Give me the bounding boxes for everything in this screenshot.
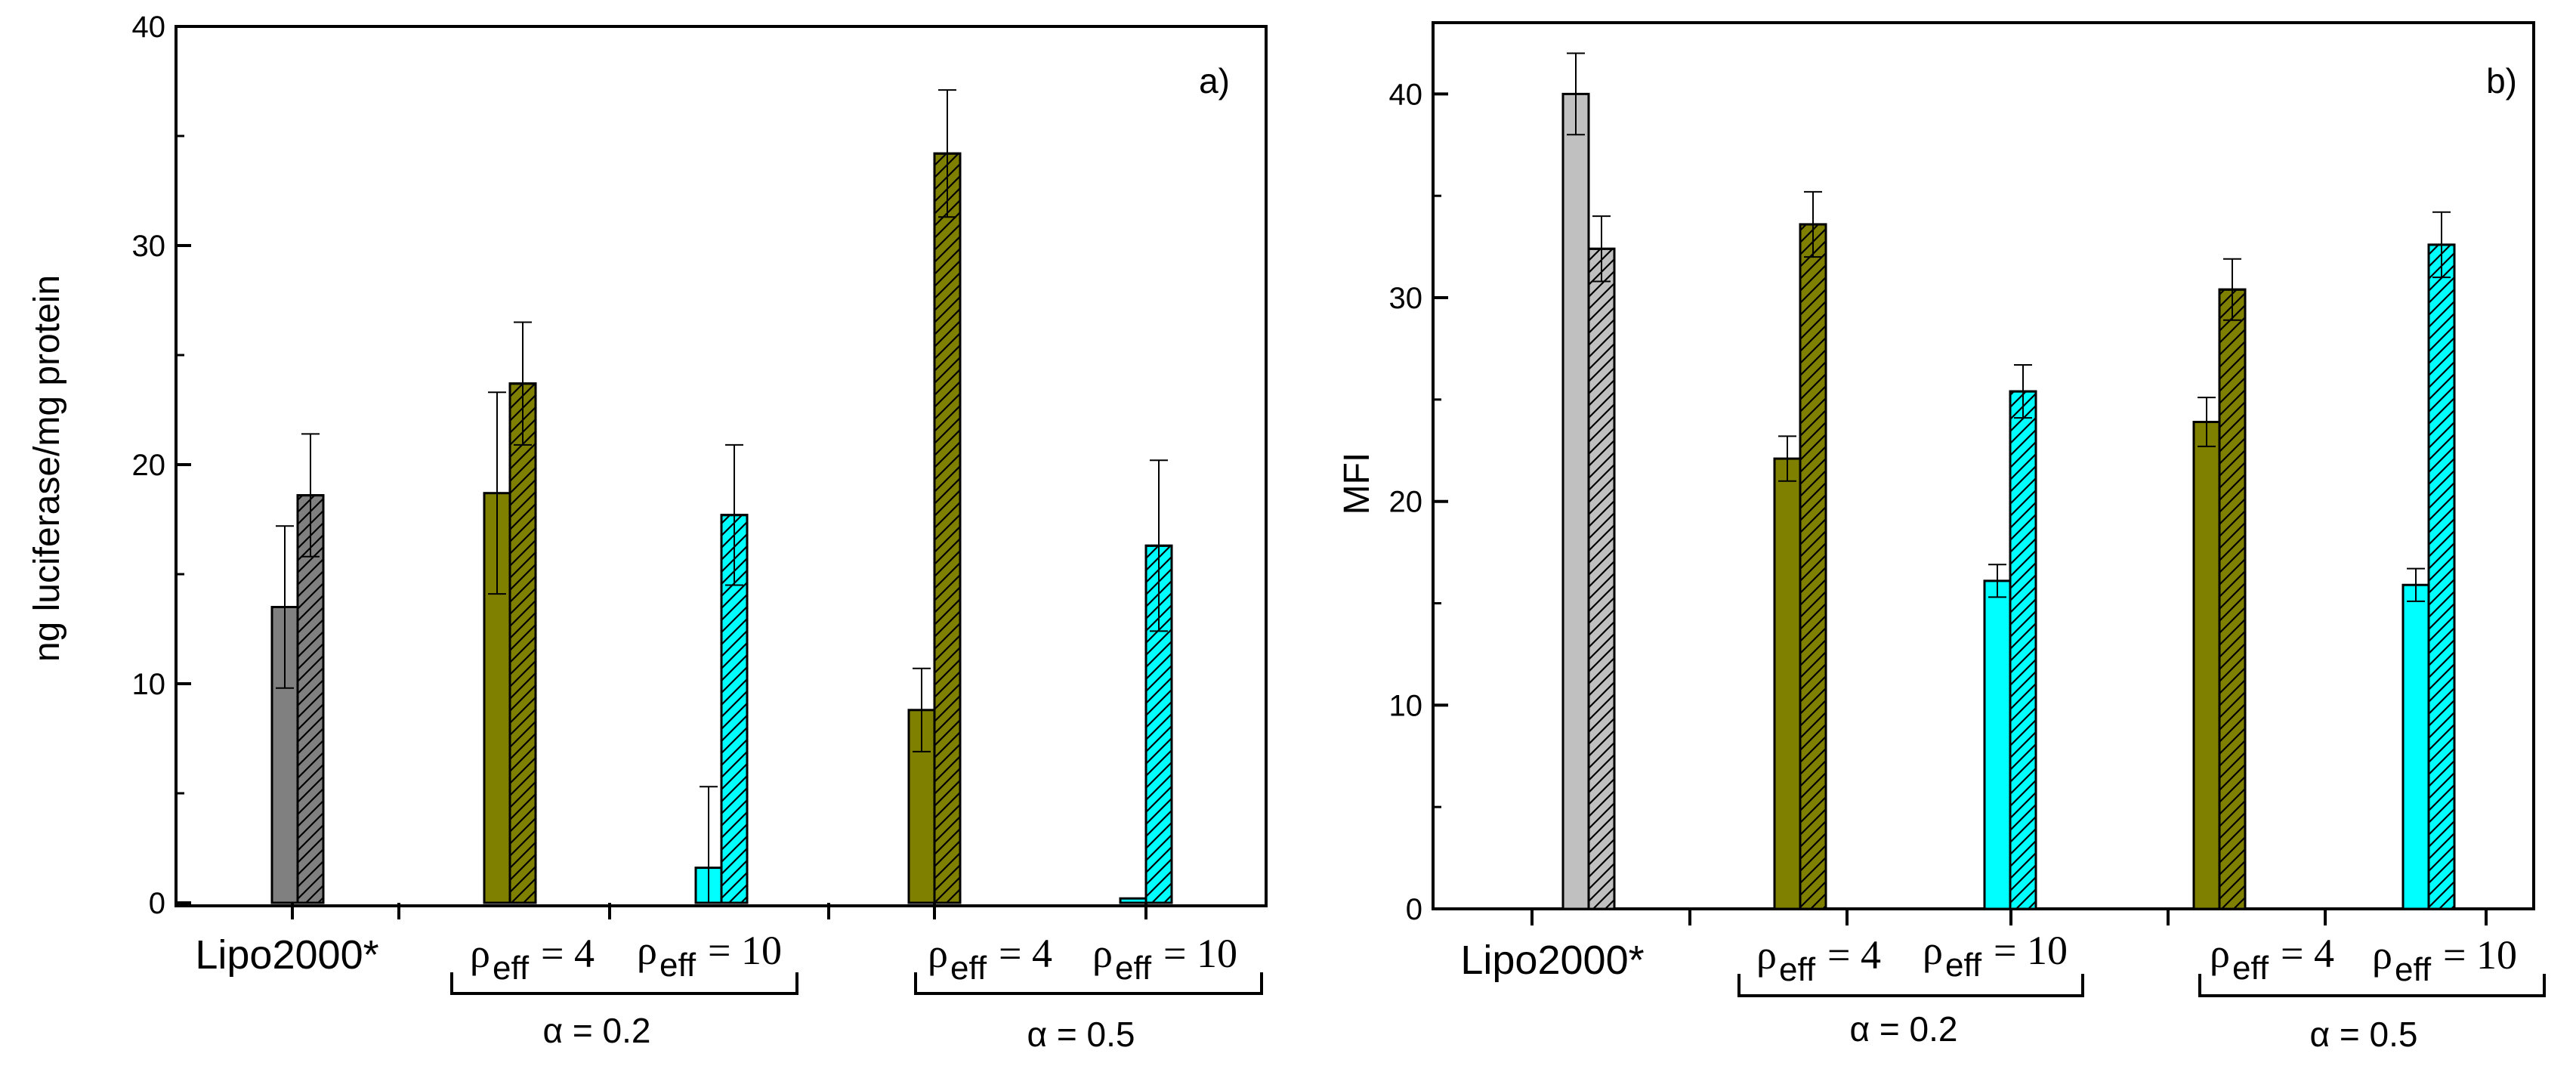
panel-b-rho10-a05-value: = 10 [2443, 932, 2517, 978]
panel-a-ylabel: ng luciferase/mg protein [27, 275, 67, 662]
panel-a-bar-g1-hatched-pattern [508, 382, 537, 904]
panel-b-rho4-a05-sub: eff [2232, 950, 2269, 987]
panel-b-ytick-label-4: 40 [1389, 78, 1423, 111]
panel-a-bar-g1-solid-errorbar [488, 391, 506, 595]
panel-b-rho4-a02-value: = 4 [1827, 932, 1881, 978]
panel-a-bar-g2-solid-errorbar [700, 786, 718, 904]
panel-b-bar-g3-hatched-errorbar [2223, 258, 2241, 321]
panel-a-label: a) [1199, 61, 1230, 100]
panel-b-bar-g4-solid-errorbar [2407, 567, 2425, 602]
panel-a-bracket-a05 [914, 972, 1263, 995]
panel-b-rho10-a05-sub: eff [2395, 951, 2432, 988]
panel-a-rho4-a05-rho: ρ [928, 931, 948, 976]
panel-b-rho10-a02-value: = 10 [1994, 928, 2068, 973]
panel-a-bars [270, 89, 1173, 904]
panel-a-rho4-a05-value: = 4 [999, 931, 1052, 976]
panel-b-bar-g0-hatched-pattern [1587, 247, 1616, 910]
panel-a-rho4-a02-value: = 4 [541, 931, 595, 976]
panel-a-ytick-label-2: 20 [132, 449, 166, 482]
panel-a-alpha02: α = 0.2 [543, 1011, 651, 1050]
panel-b-alpha02: α = 0.2 [1850, 1009, 1958, 1049]
panel-b-xaxis-ticks [1530, 909, 2488, 925]
panel-b-bar-g0-solid-errorbar [1567, 52, 1585, 136]
panel-a-bar-g0-solid-errorbar [276, 525, 294, 689]
panel-a-ytick-label-0: 0 [149, 887, 165, 920]
panel-a-rho4-a05-label: ρ eff = 4 [928, 931, 1052, 987]
panel-b-bar-g1-hatched-pattern [1799, 223, 1827, 910]
panel-a-rho10-a05-rho: ρ [1092, 931, 1113, 976]
panel-a-yaxis: 0 10 20 30 40 [132, 11, 191, 920]
panel-a-rho10-a05-sub: eff [1115, 950, 1152, 987]
panel-b-ytick-label-1: 10 [1389, 689, 1423, 722]
panel-a-rho10-a02-sub: eff [659, 947, 697, 984]
panel-a-bar-g4-solid [1119, 897, 1147, 904]
panel-a-bracket-a02 [450, 972, 798, 995]
panel-a-rho10-a05-label: ρ eff = 10 [1092, 931, 1237, 987]
panel-b-rho4-a02-label: ρ eff = 4 [1756, 932, 1881, 988]
panel-b-bar-g4-hatched-errorbar [2432, 211, 2451, 279]
panel-b-bar-g2-solid [1983, 579, 2012, 910]
panel-b-rho4-a02-sub: eff [1779, 951, 1816, 988]
panel-b-rho10-a05-rho: ρ [2372, 932, 2392, 978]
panel-b-label: b) [2486, 61, 2517, 100]
panel-b-chart: b) MFI 0 10 20 30 40 Lipo2000* ρ eff = 4 ρ e… [1337, 21, 2546, 1054]
panel-a-xaxis-ticks [291, 903, 1147, 919]
panel-b-bar-g1-solid [1773, 457, 1802, 910]
panel-b-bar-g4-solid [2401, 583, 2430, 910]
panel-b-rho4-a05-label: ρ eff = 4 [2210, 931, 2334, 987]
panel-b-bar-g4-hatched-pattern [2427, 243, 2456, 910]
panel-b-ytick-label-2: 20 [1389, 486, 1423, 519]
panel-a-bar-g3-solid-errorbar [913, 667, 931, 752]
panel-b-rho10-a02-rho: ρ [1923, 928, 1943, 973]
panel-b-bar-g0-solid [1561, 92, 1590, 910]
panel-b-bar-g3-solid [2192, 421, 2221, 910]
panel-a-rho4-a05-sub: eff [950, 950, 987, 987]
panel-b-bar-g3-hatched-pattern [2218, 288, 2247, 910]
panel-b-bar-g0-hatched-errorbar [1592, 215, 1611, 283]
panel-a-bar-g1-hatched-errorbar [514, 321, 532, 446]
panel-a-rho10-a02-rho: ρ [637, 928, 657, 973]
panel-b-rho4-a02-rho: ρ [1756, 932, 1777, 978]
panel-a-chart: a) ng luciferase/mg protein 0 10 20 30 40 Li… [27, 11, 1268, 1054]
panel-b-rho10-a02-sub: eff [1945, 947, 1982, 984]
panel-b-bracket-a02 [1737, 974, 2084, 997]
panel-a-bar-g4-hatched-errorbar [1150, 459, 1168, 632]
panel-b-bar-g3-solid-errorbar [2198, 397, 2216, 447]
panel-a-rho4-a02-sub: eff [493, 950, 530, 987]
panel-b-rho4-a05-rho: ρ [2210, 931, 2230, 976]
panel-b-rho10-a05-label: ρ eff = 10 [2372, 932, 2517, 988]
panel-b-bar-g2-hatched-pattern [2009, 390, 2037, 910]
panel-a-rho10-a02-label: ρ eff = 10 [637, 928, 782, 984]
panel-b-yaxis: 0 10 20 30 40 [1389, 78, 1448, 926]
panel-a-bar-g3-hatched-errorbar [938, 89, 956, 218]
panel-b-ylabel: MFI [1337, 453, 1377, 515]
panel-b-bar-g2-solid-errorbar [1988, 564, 2006, 598]
panel-a-bar-g0-hatched-errorbar [301, 433, 320, 558]
panel-a-rho10-a05-value: = 10 [1163, 931, 1237, 976]
panel-b-bar-g2-hatched-errorbar [2014, 364, 2032, 419]
panel-a-rho10-a02-value: = 10 [708, 928, 782, 973]
panel-a-lipo-label: Lipo2000* [195, 932, 378, 978]
panel-b-bar-g1-solid-errorbar [1778, 435, 1796, 482]
panel-a-alpha05: α = 0.5 [1027, 1015, 1135, 1054]
panel-b-ytick-label-3: 30 [1389, 282, 1423, 315]
panel-a-rho4-a02-label: ρ eff = 4 [470, 931, 595, 987]
panel-b-rho4-a05-value: = 4 [2281, 931, 2334, 976]
panel-a-ytick-label-1: 10 [132, 668, 166, 701]
panel-b-rho10-a02-label: ρ eff = 10 [1923, 928, 2068, 984]
panel-a-rho4-a02-rho: ρ [470, 931, 490, 976]
panel-a-bar-g0-hatched-pattern [296, 494, 325, 904]
panel-b-lipo-label: Lipo2000* [1460, 938, 1644, 983]
panel-b-bracket-a05 [2198, 974, 2546, 997]
panel-b-alpha05: α = 0.5 [2310, 1015, 2418, 1054]
panel-a-bar-g2-hatched-errorbar [725, 443, 743, 586]
panel-b-bar-g1-hatched-errorbar [1804, 190, 1822, 258]
panel-b-ytick-label-0: 0 [1406, 893, 1422, 926]
panel-a-bar-g3-hatched-pattern [933, 152, 962, 904]
panel-b-bars [1561, 52, 2456, 910]
panel-a-ytick-label-3: 30 [132, 230, 166, 263]
panel-a-ytick-label-4: 40 [132, 11, 166, 44]
